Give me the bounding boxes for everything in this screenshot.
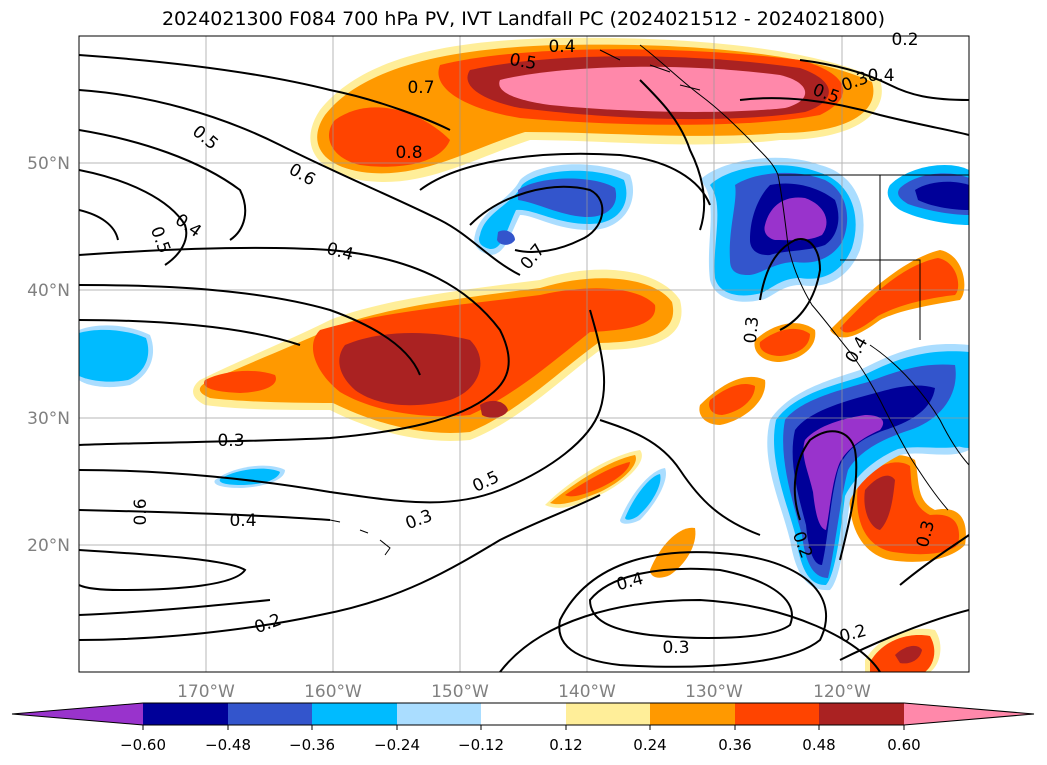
colorbar-bin-1: [143, 703, 228, 725]
contour-label: 0.3: [662, 638, 689, 658]
colorbar-label-8: 0.36: [718, 736, 751, 754]
lon-label-170w: 170°W: [177, 682, 235, 702]
contour-label: 0.5: [508, 50, 538, 74]
contour-label: 0.2: [891, 30, 918, 50]
colorbar-bin-9: [819, 703, 904, 725]
colorbar-bin-8: [735, 703, 819, 725]
contour-label: 0.4: [867, 66, 894, 86]
colorbar-label-1: −0.60: [120, 736, 166, 754]
colorbar-bin-5: [481, 703, 566, 725]
colorbar-extend-left: [12, 703, 143, 725]
contour-label: 0.7: [407, 78, 434, 98]
colorbar-label-7: 0.24: [633, 736, 666, 754]
lon-label-140w: 140°W: [558, 682, 616, 702]
shaded-fields: [79, 37, 969, 672]
contour-label: 0.3: [741, 316, 763, 345]
contour-label: 0.8: [395, 143, 422, 163]
latitude-labels: 50°N 40°N 30°N 20°N: [27, 154, 70, 556]
lat-label-40n: 40°N: [27, 281, 70, 301]
colorbar-ticks: [142, 725, 905, 730]
lon-label-130w: 130°W: [685, 682, 743, 702]
colorbar-label-2: −0.48: [205, 736, 251, 754]
colorbar-label-10: 0.60: [887, 736, 920, 754]
longitude-labels: 170°W 160°W 150°W 140°W 130°W 120°W: [177, 682, 871, 702]
colorbar-bin-2: [228, 703, 312, 725]
colorbar-bin-3: [312, 703, 397, 725]
colorbar-label-4: −0.24: [374, 736, 420, 754]
contour-label: 0.4: [548, 37, 575, 57]
colorbar-label-5: −0.12: [458, 736, 504, 754]
colorbar-tick-labels: −0.60 −0.48 −0.36 −0.24 −0.12 0.12 0.24 …: [120, 736, 921, 754]
contour-lines: [79, 54, 969, 672]
colorbar-extend-right: [904, 703, 1034, 725]
lon-label-120w: 120°W: [813, 682, 871, 702]
lat-label-50n: 50°N: [27, 154, 70, 174]
map-title: 2024021300 F084 700 hPa PV, IVT Landfall…: [161, 8, 886, 30]
colorbar-label-3: −0.36: [289, 736, 335, 754]
colorbar: −0.60 −0.48 −0.36 −0.24 −0.12 0.12 0.24 …: [11, 702, 1035, 754]
colorbar-label-6: 0.12: [549, 736, 582, 754]
colorbar-bin-4: [397, 703, 481, 725]
lat-label-20n: 20°N: [27, 536, 70, 556]
colorbar-bin-6: [566, 703, 650, 725]
lon-label-150w: 150°W: [431, 682, 489, 702]
colorbar-bin-7: [650, 703, 735, 725]
contour-label: 0.3: [217, 431, 244, 451]
contour-label: 0.4: [229, 511, 256, 531]
lat-label-30n: 30°N: [27, 409, 70, 429]
map-frame: [78, 35, 970, 673]
contour-label: 0.6: [131, 498, 151, 525]
colorbar-label-9: 0.48: [802, 736, 835, 754]
gridlines: [79, 36, 969, 672]
lon-label-160w: 160°W: [304, 682, 362, 702]
coastlines: [329, 44, 969, 556]
